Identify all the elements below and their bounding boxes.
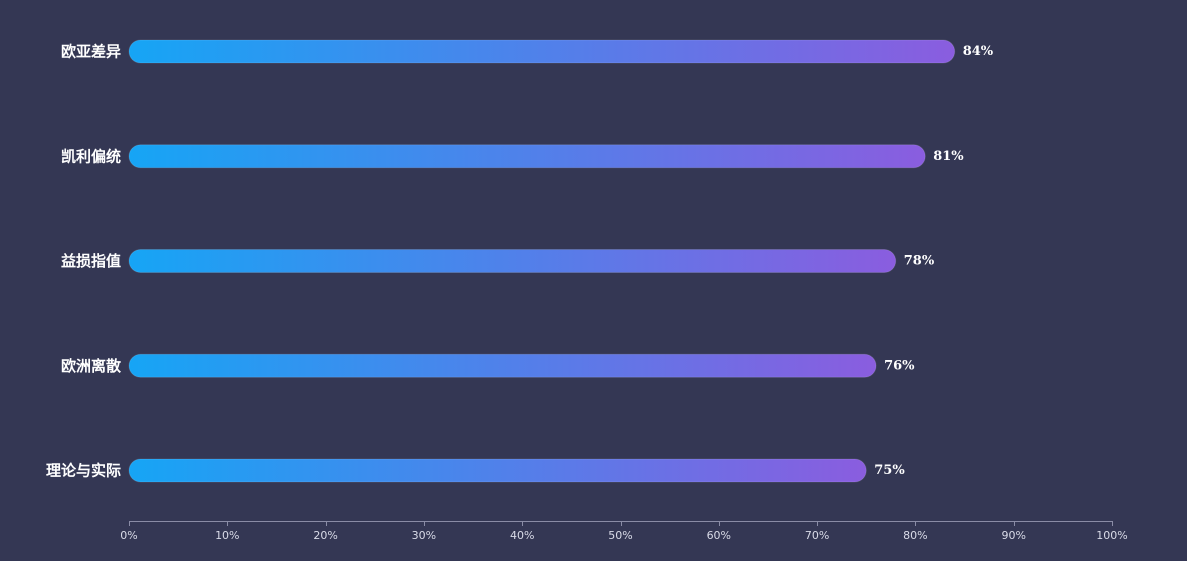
x-tick-label: 90%	[1001, 529, 1025, 542]
value-label: 81%	[933, 149, 964, 164]
category-label: 凯利偏统	[61, 147, 121, 165]
bar-group: 益损指值 78%	[61, 249, 935, 273]
bar-group: 欧亚差异 84%	[61, 39, 994, 64]
bar-group: 凯利偏统 81%	[61, 144, 964, 169]
x-tick-label: 70%	[805, 529, 829, 542]
bar	[128, 353, 877, 378]
bar	[128, 39, 956, 64]
value-label: 75%	[874, 463, 905, 478]
x-tick-label: 60%	[707, 529, 731, 542]
x-axis: 0% 10% 20% 30% 40% 50% 60% 70% 80% 90% 100%	[120, 521, 1128, 542]
bar	[128, 249, 897, 273]
category-label: 欧亚差异	[61, 43, 121, 61]
x-tick-label: 50%	[608, 529, 632, 542]
category-label: 理论与实际	[46, 462, 121, 480]
x-tick-label: 20%	[313, 529, 337, 542]
x-tick-label: 100%	[1096, 529, 1127, 542]
x-tick-label: 0%	[120, 529, 137, 542]
bars-layer: 欧亚差异 84% 凯利偏统 81% 益损指值 78% 欧洲离散 76% 理论与实际 75%	[46, 39, 994, 483]
bar	[128, 144, 926, 169]
bar-group: 理论与实际 75%	[46, 458, 905, 483]
x-tick-label: 40%	[510, 529, 534, 542]
category-label: 益损指值	[61, 252, 121, 270]
x-tick-label: 10%	[215, 529, 239, 542]
category-label: 欧洲离散	[61, 357, 122, 375]
bar	[128, 458, 867, 483]
value-label: 78%	[904, 254, 935, 269]
value-label: 76%	[884, 358, 915, 373]
x-tick-label: 30%	[412, 529, 436, 542]
bar-group: 欧洲离散 76%	[61, 353, 915, 378]
value-label: 84%	[963, 44, 994, 59]
x-tick-label: 80%	[903, 529, 927, 542]
